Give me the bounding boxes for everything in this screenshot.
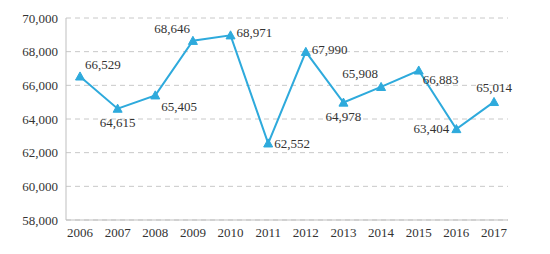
svg-text:2009: 2009: [180, 225, 206, 240]
svg-text:70,000: 70,000: [22, 11, 58, 26]
svg-text:67,990: 67,990: [312, 42, 348, 57]
svg-text:62,000: 62,000: [22, 145, 58, 160]
svg-text:2013: 2013: [330, 225, 356, 240]
svg-text:2014: 2014: [368, 225, 395, 240]
svg-text:2010: 2010: [218, 225, 244, 240]
svg-text:66,000: 66,000: [22, 78, 58, 93]
svg-text:62,552: 62,552: [274, 136, 310, 151]
svg-text:68,000: 68,000: [22, 44, 58, 59]
svg-text:65,908: 65,908: [342, 66, 378, 81]
svg-text:2006: 2006: [67, 225, 94, 240]
svg-text:68,646: 68,646: [154, 21, 190, 36]
svg-text:64,615: 64,615: [100, 115, 136, 130]
svg-text:58,000: 58,000: [22, 213, 58, 228]
svg-text:60,000: 60,000: [22, 179, 58, 194]
svg-text:2011: 2011: [255, 225, 281, 240]
svg-text:2008: 2008: [142, 225, 168, 240]
svg-text:66,883: 66,883: [423, 72, 459, 87]
svg-text:65,405: 65,405: [161, 99, 197, 114]
svg-text:2007: 2007: [105, 225, 132, 240]
svg-text:64,000: 64,000: [22, 112, 58, 127]
svg-text:63,404: 63,404: [414, 121, 450, 136]
svg-text:2017: 2017: [481, 225, 508, 240]
svg-text:2012: 2012: [293, 225, 319, 240]
svg-text:2015: 2015: [406, 225, 432, 240]
svg-text:68,971: 68,971: [237, 25, 273, 40]
svg-text:64,978: 64,978: [326, 109, 362, 124]
svg-text:66,529: 66,529: [85, 57, 121, 72]
svg-text:65,014: 65,014: [476, 80, 512, 95]
svg-text:2016: 2016: [443, 225, 470, 240]
